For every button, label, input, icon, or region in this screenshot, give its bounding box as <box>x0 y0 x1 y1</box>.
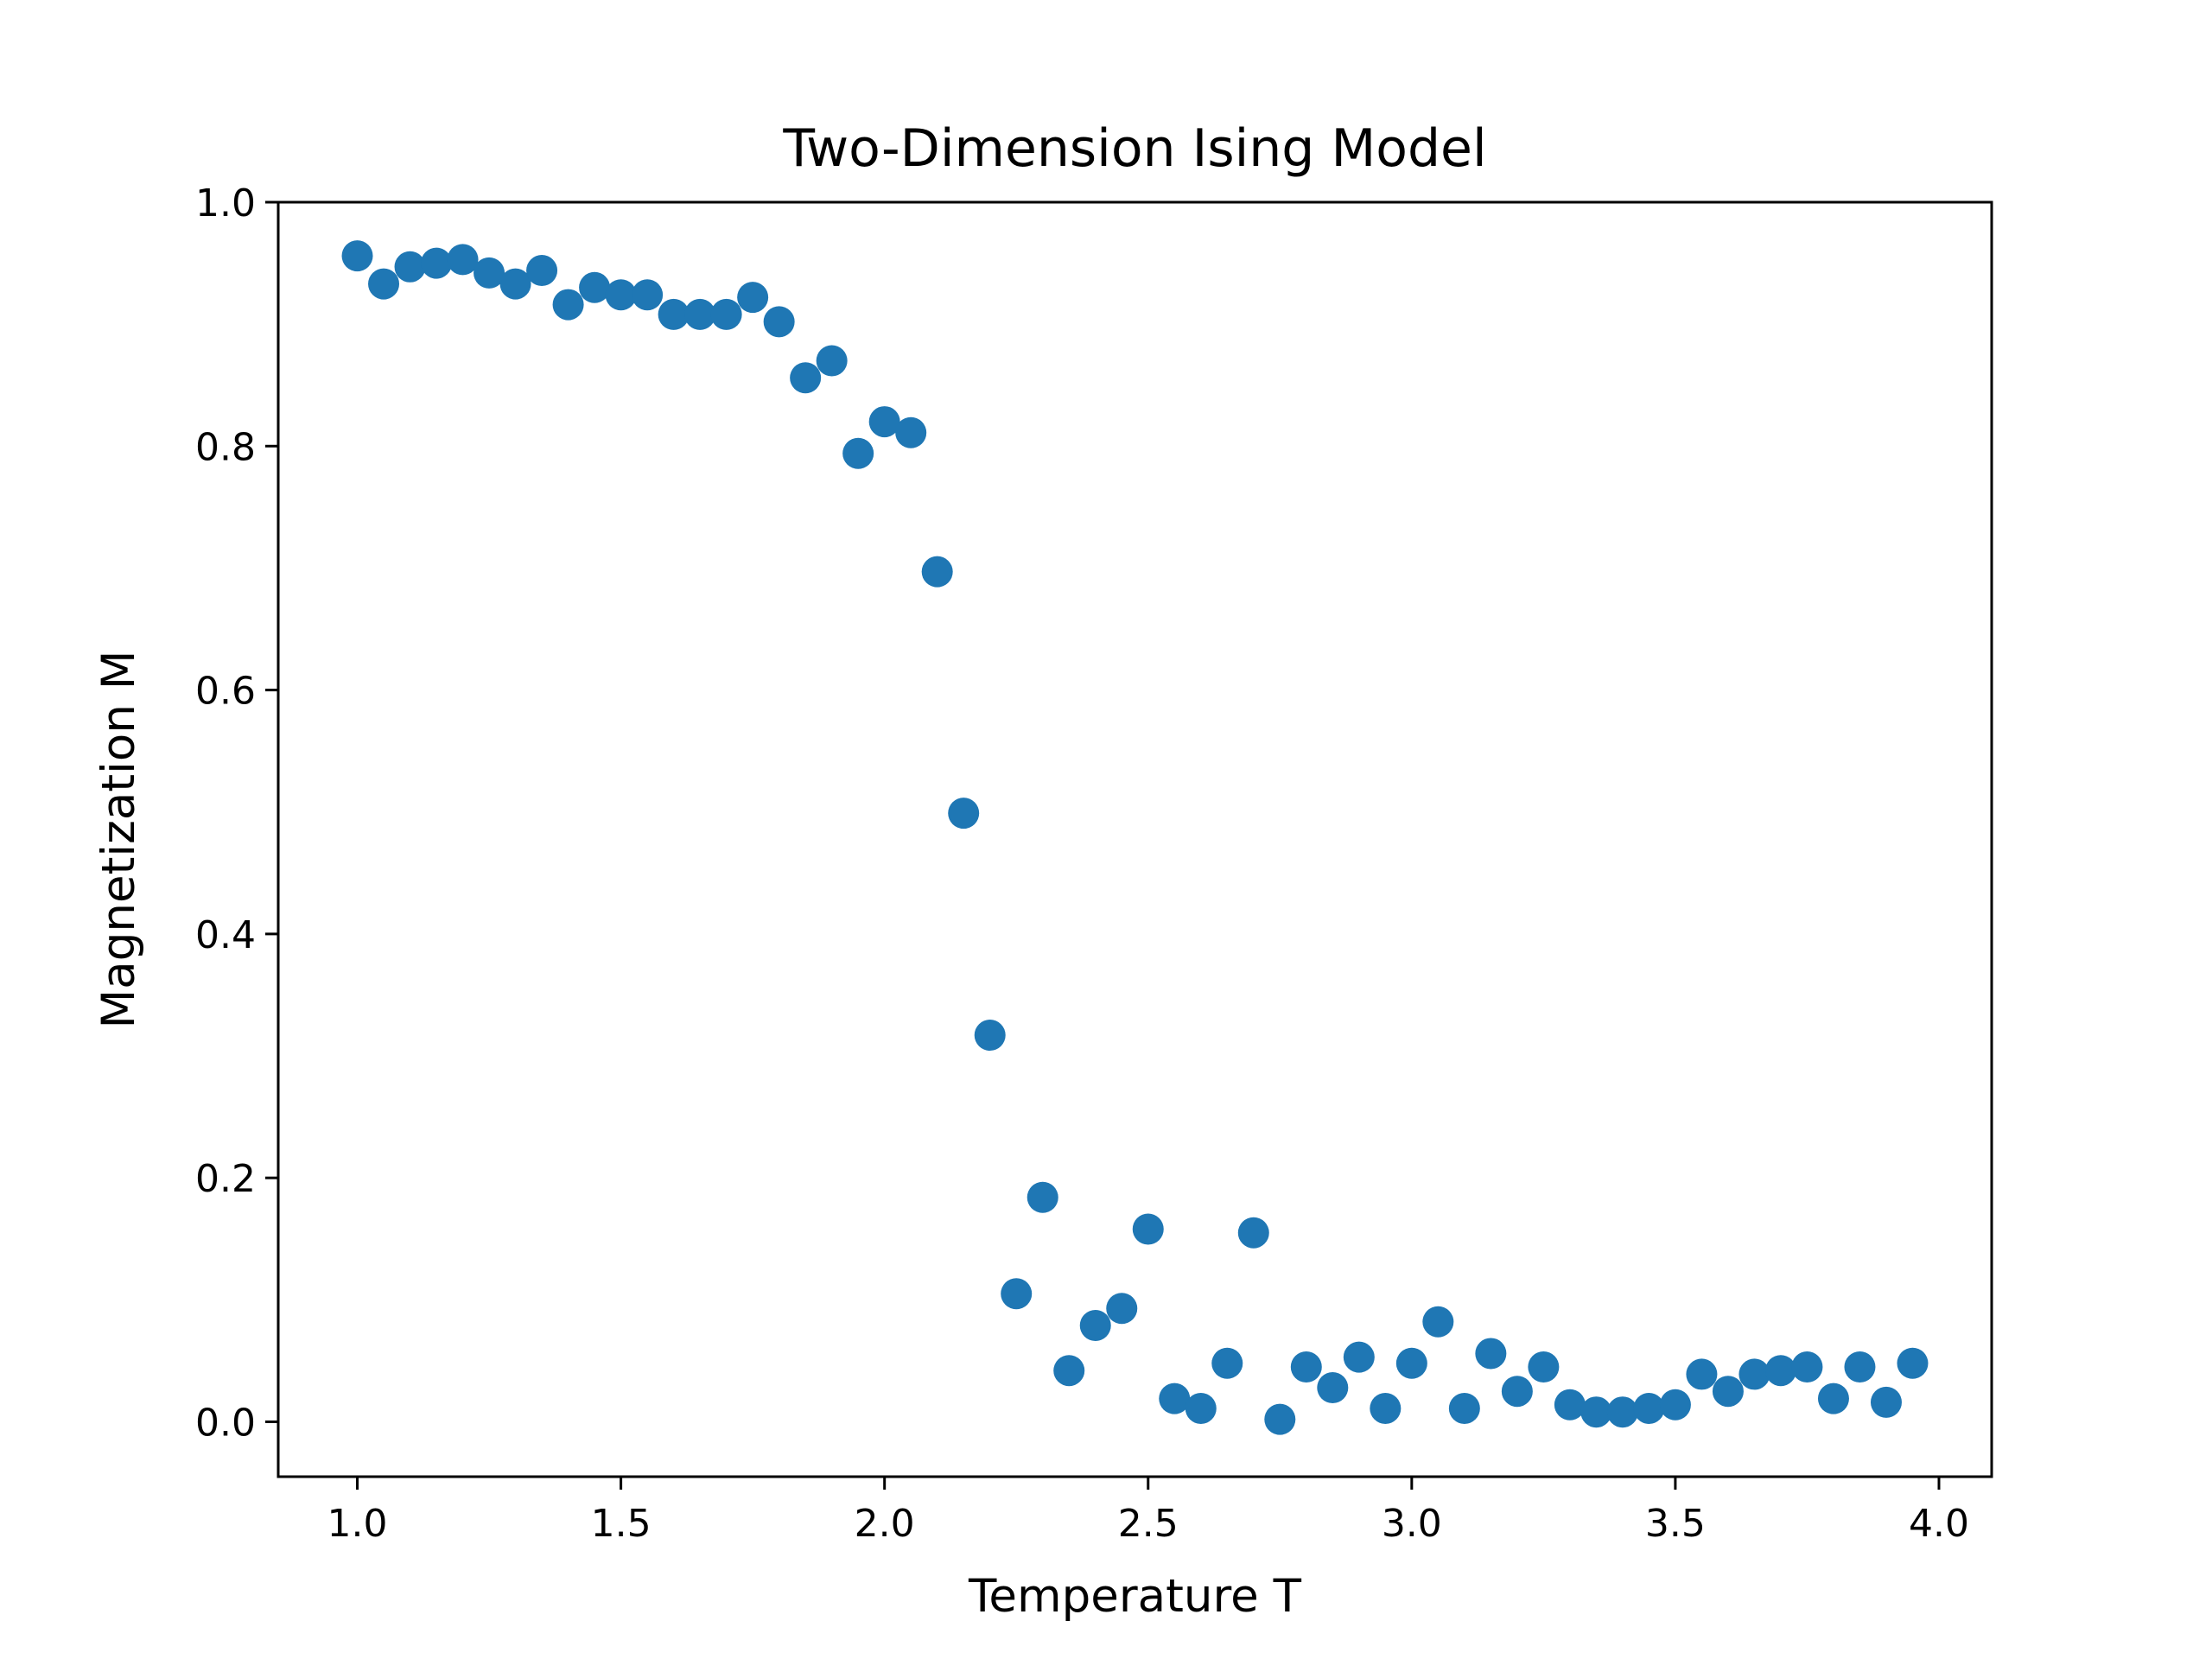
data-point <box>1079 1309 1111 1341</box>
data-point <box>1501 1376 1533 1408</box>
data-point <box>1264 1403 1296 1435</box>
data-point <box>790 362 822 394</box>
chart-title: Two-Dimension Ising Model <box>782 118 1486 179</box>
data-point <box>579 271 611 303</box>
data-point <box>737 282 769 314</box>
data-point <box>474 257 505 289</box>
data-point <box>1712 1376 1744 1408</box>
y-tick-label: 0.4 <box>195 913 256 957</box>
data-point <box>1106 1293 1138 1325</box>
data-point <box>1132 1213 1164 1245</box>
data-point <box>394 251 426 283</box>
data-point <box>368 268 400 300</box>
marks-layer <box>341 240 1929 1435</box>
data-point <box>684 298 716 330</box>
data-point <box>605 279 637 311</box>
data-point <box>921 556 953 588</box>
data-point <box>1290 1351 1322 1382</box>
data-point <box>1606 1396 1638 1428</box>
x-tick-label: 2.0 <box>855 1502 915 1546</box>
y-tick-label: 1.0 <box>195 181 256 226</box>
y-tick-label: 0.0 <box>195 1401 256 1445</box>
data-point <box>895 416 927 448</box>
data-point <box>658 298 690 330</box>
data-point <box>1237 1217 1269 1249</box>
data-point <box>1554 1389 1586 1421</box>
data-point <box>1370 1392 1402 1424</box>
data-point <box>632 279 664 311</box>
data-point <box>1817 1382 1849 1414</box>
data-point <box>1844 1351 1876 1382</box>
data-point <box>1738 1358 1770 1390</box>
y-tick-label: 0.8 <box>195 425 256 469</box>
data-point <box>1317 1371 1349 1403</box>
data-point <box>1897 1347 1929 1379</box>
data-point <box>341 240 373 272</box>
data-point <box>1659 1389 1691 1421</box>
x-tick-label: 1.0 <box>327 1502 388 1546</box>
data-point <box>1870 1386 1902 1418</box>
data-point <box>868 406 900 438</box>
data-point <box>1159 1382 1191 1414</box>
data-point <box>526 255 558 287</box>
data-point <box>763 306 795 338</box>
x-tick-label: 3.0 <box>1382 1502 1442 1546</box>
data-point <box>499 268 531 300</box>
data-point <box>974 1020 1006 1052</box>
x-tick-label: 3.5 <box>1645 1502 1706 1546</box>
data-point <box>1764 1355 1796 1387</box>
data-point <box>1053 1355 1085 1387</box>
data-point <box>447 244 479 276</box>
data-point <box>1475 1338 1507 1370</box>
x-tick-label: 2.5 <box>1118 1502 1179 1546</box>
data-point <box>1633 1392 1665 1424</box>
data-point <box>1343 1341 1375 1373</box>
data-point <box>1001 1278 1033 1310</box>
data-point <box>421 247 453 279</box>
data-point <box>1211 1347 1243 1379</box>
y-axis-label: Magnetization M <box>92 651 145 1029</box>
data-point <box>1185 1392 1217 1424</box>
data-point <box>1791 1351 1823 1382</box>
data-point <box>1422 1306 1454 1338</box>
x-tick-label: 4.0 <box>1909 1502 1969 1546</box>
ticks-layer: 1.0 1.5 2.0 2.5 3.0 3.5 4.0 0.0 0.2 0.4 0.6 0.8 1.0 <box>195 181 1969 1546</box>
data-point <box>842 437 874 469</box>
x-tick-label: 1.5 <box>591 1502 652 1546</box>
data-point <box>1528 1351 1560 1382</box>
data-point <box>710 298 742 330</box>
y-tick-label: 0.6 <box>195 670 256 714</box>
data-point <box>1027 1181 1058 1213</box>
x-axis-label: Temperature T <box>968 1570 1302 1623</box>
data-point <box>1448 1392 1480 1424</box>
data-point <box>1686 1358 1718 1390</box>
data-point <box>948 798 980 830</box>
data-point <box>816 345 848 377</box>
y-tick-label: 0.2 <box>195 1157 256 1201</box>
data-point <box>552 289 584 321</box>
axes-frame <box>276 200 1993 1478</box>
data-point <box>1580 1396 1612 1428</box>
data-point <box>1395 1347 1427 1379</box>
